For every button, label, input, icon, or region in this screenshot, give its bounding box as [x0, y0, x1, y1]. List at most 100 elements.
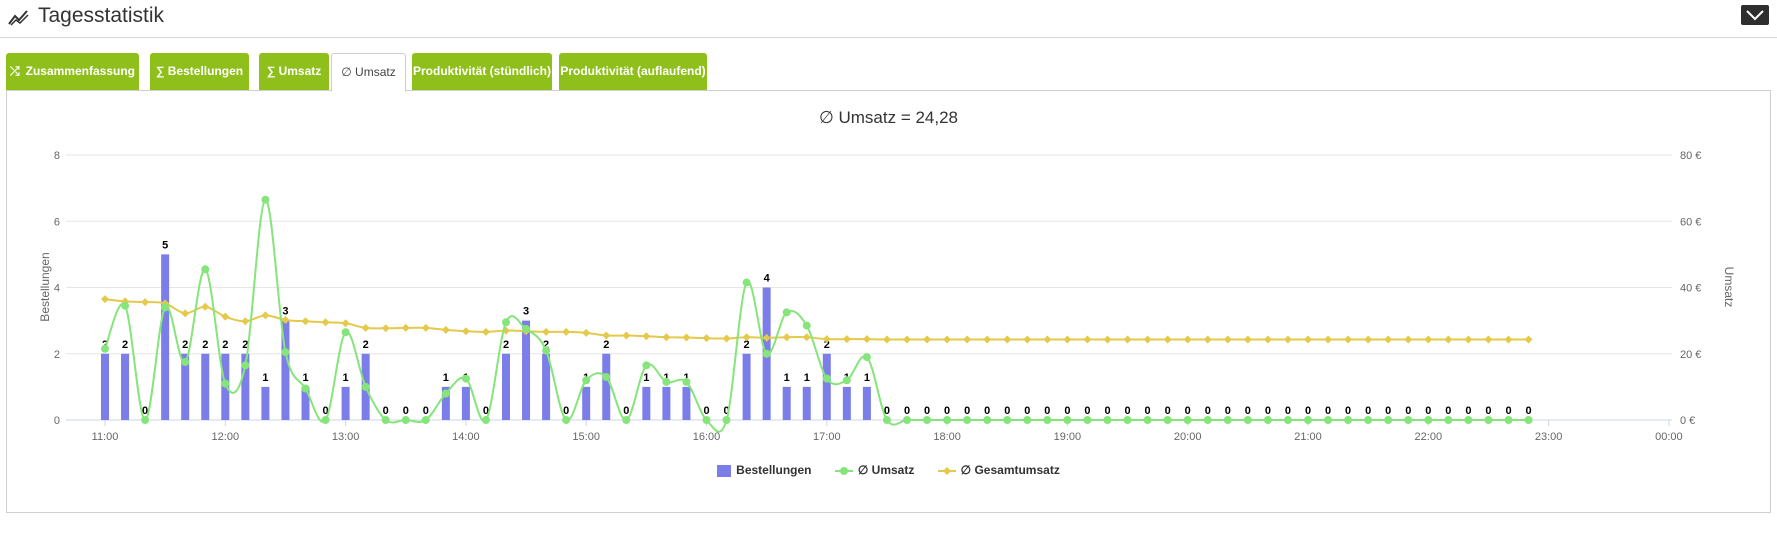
umsatz-marker	[522, 325, 530, 333]
bar	[121, 354, 129, 420]
chart-legend: Bestellungen ∅ Umsatz ∅ Gesamtumsatz	[0, 462, 1777, 477]
bar-data-label: 2	[182, 339, 188, 351]
umsatz-marker	[362, 383, 370, 391]
bar	[642, 387, 650, 420]
bar-data-label: 0	[1084, 405, 1090, 417]
bar	[261, 387, 269, 420]
umsatz-marker	[1244, 416, 1252, 424]
legend-item-gesamtumsatz[interactable]: ∅ Gesamtumsatz	[938, 463, 1060, 477]
bar-data-label: 0	[1445, 405, 1451, 417]
umsatz-marker	[161, 303, 169, 311]
umsatz-marker	[261, 196, 269, 204]
bar-data-label: 0	[924, 405, 930, 417]
gesamtumsatz-marker	[1404, 336, 1412, 344]
bar-data-label: 0	[1245, 405, 1251, 417]
umsatz-marker	[703, 416, 711, 424]
bar-data-label: 0	[1505, 405, 1511, 417]
bar-data-label: 0	[904, 405, 910, 417]
umsatz-marker	[422, 416, 430, 424]
umsatz-marker	[121, 302, 129, 310]
bar-data-label: 0	[383, 405, 389, 417]
bar	[502, 354, 510, 420]
gesamtumsatz-marker	[562, 328, 570, 336]
x-tick-label: 12:00	[212, 431, 240, 443]
gesamtumsatz-marker	[642, 332, 650, 340]
tab-durchschnitt-umsatz[interactable]: ∅ Umsatz	[331, 53, 406, 92]
x-tick-label: 11:00	[92, 431, 119, 443]
gesamtumsatz-marker	[1184, 336, 1192, 344]
umsatz-marker	[342, 328, 350, 336]
umsatz-marker	[903, 416, 911, 424]
bar-data-label: 0	[944, 405, 950, 417]
umsatz-marker	[1003, 416, 1011, 424]
bar-data-label: 0	[1205, 405, 1211, 417]
legend-item-umsatz[interactable]: ∅ Umsatz	[835, 463, 914, 477]
gesamtumsatz-marker	[863, 335, 871, 343]
bar-data-label: 0	[1485, 405, 1491, 417]
bar-data-label: 0	[403, 405, 409, 417]
umsatz-marker	[943, 416, 951, 424]
umsatz-marker	[402, 416, 410, 424]
gesamtumsatz-marker	[422, 324, 430, 332]
bar	[682, 387, 690, 420]
umsatz-marker	[322, 416, 330, 424]
umsatz-marker	[1124, 416, 1132, 424]
bar-data-label: 2	[503, 339, 509, 351]
y-tick-label-left: 0	[54, 415, 60, 427]
bar-data-label: 0	[423, 405, 429, 417]
bar	[863, 387, 871, 420]
gesamtumsatz-marker	[1464, 336, 1472, 344]
bar-data-label: 0	[1145, 405, 1151, 417]
gesamtumsatz-marker	[1284, 336, 1292, 344]
x-tick-label: 23:00	[1535, 431, 1563, 443]
umsatz-marker	[201, 265, 209, 273]
bar	[803, 387, 811, 420]
umsatz-marker	[101, 345, 109, 353]
bar	[201, 354, 209, 420]
umsatz-marker	[983, 416, 991, 424]
bar-data-label: 0	[1044, 405, 1050, 417]
bar-data-label: 0	[1365, 405, 1371, 417]
bar-data-label: 0	[964, 405, 970, 417]
y-axis-title-left: Bestellungen	[38, 252, 52, 321]
legend-item-bestellungen[interactable]: Bestellungen	[717, 463, 811, 477]
umsatz-marker	[442, 390, 450, 398]
umsatz-marker	[883, 416, 891, 424]
gesamtumsatz-line	[105, 299, 1529, 339]
bar-data-label: 1	[804, 372, 810, 384]
bar-data-label: 0	[1345, 405, 1351, 417]
bar-data-label: 2	[122, 339, 128, 351]
gesamtumsatz-marker	[201, 303, 209, 311]
bar-legend-icon	[717, 465, 731, 477]
bar-data-label: 0	[1405, 405, 1411, 417]
x-tick-label: 19:00	[1054, 431, 1082, 443]
bar	[783, 387, 791, 420]
gesamtumsatz-marker	[1063, 336, 1071, 344]
umsatz-marker	[1104, 416, 1112, 424]
bar-data-label: 1	[784, 372, 790, 384]
umsatz-marker	[1424, 416, 1432, 424]
x-tick-label: 00:00	[1655, 431, 1683, 443]
bar	[582, 387, 590, 420]
umsatz-marker	[181, 358, 189, 366]
gesamtumsatz-marker	[703, 334, 711, 342]
bar-data-label: 0	[1064, 405, 1070, 417]
x-tick-label: 22:00	[1415, 431, 1443, 443]
gesamtumsatz-marker	[542, 328, 550, 336]
y-tick-label-right: 20 €	[1680, 349, 1701, 361]
bar-data-label: 0	[1385, 405, 1391, 417]
x-tick-label: 20:00	[1174, 431, 1202, 443]
bar-data-label: 3	[282, 306, 288, 318]
umsatz-marker	[863, 353, 871, 361]
gesamtumsatz-marker	[682, 334, 690, 342]
umsatz-marker	[1444, 416, 1452, 424]
y-tick-label-left: 4	[54, 283, 60, 295]
umsatz-marker	[823, 375, 831, 383]
gesamtumsatz-marker	[622, 332, 630, 340]
gesamtumsatz-marker	[1204, 336, 1212, 344]
bar-data-label: 0	[1465, 405, 1471, 417]
bar-data-label: 2	[363, 339, 369, 351]
gesamtumsatz-marker	[1124, 336, 1132, 344]
gesamtumsatz-marker	[101, 295, 109, 303]
bar-data-label: 5	[162, 239, 168, 251]
